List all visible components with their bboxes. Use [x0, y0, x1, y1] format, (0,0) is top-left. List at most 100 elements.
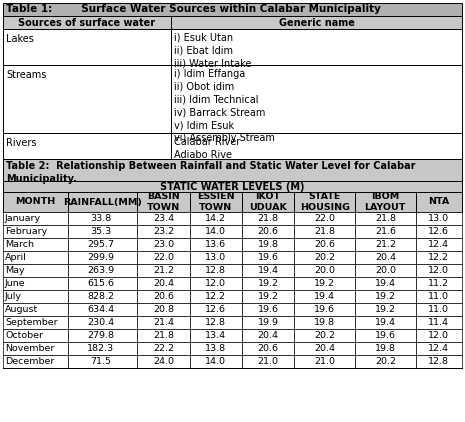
- Text: 22.0: 22.0: [314, 214, 335, 223]
- Text: 21.2: 21.2: [153, 266, 174, 275]
- Text: 20.8: 20.8: [153, 305, 174, 314]
- Text: Calabar River
Adiabo Rive: Calabar River Adiabo Rive: [174, 137, 240, 160]
- Bar: [68, 303, 137, 316]
- Bar: [171, 16, 462, 29]
- Text: December: December: [5, 357, 54, 366]
- Bar: [242, 277, 294, 290]
- Bar: [294, 264, 355, 277]
- Bar: [416, 342, 462, 355]
- Bar: [68, 264, 137, 277]
- Text: 13.0: 13.0: [205, 253, 226, 262]
- Text: 24.0: 24.0: [153, 357, 174, 366]
- Text: 21.2: 21.2: [375, 240, 396, 249]
- Text: 12.4: 12.4: [428, 240, 449, 249]
- Bar: [355, 212, 416, 225]
- Text: 279.8: 279.8: [87, 331, 114, 340]
- Bar: [68, 355, 137, 368]
- Text: 19.6: 19.6: [375, 331, 396, 340]
- Text: 19.8: 19.8: [314, 318, 335, 327]
- Text: 20.6: 20.6: [258, 227, 279, 236]
- Bar: [416, 329, 462, 342]
- Bar: [190, 277, 242, 290]
- Text: RAINFALL(MM): RAINFALL(MM): [63, 197, 142, 206]
- Bar: [190, 212, 242, 225]
- Bar: [137, 303, 190, 316]
- Text: 13.4: 13.4: [205, 331, 226, 340]
- Bar: [355, 192, 416, 212]
- Text: i) Esuk Utan
ii) Ebat Idim
iii) Water Intake: i) Esuk Utan ii) Ebat Idim iii) Water In…: [174, 33, 252, 69]
- Bar: [68, 225, 137, 238]
- Text: 21.0: 21.0: [314, 357, 335, 366]
- Text: 263.9: 263.9: [87, 266, 114, 275]
- Text: 634.4: 634.4: [87, 305, 114, 314]
- Text: 20.4: 20.4: [258, 331, 279, 340]
- Bar: [137, 212, 190, 225]
- Text: 33.8: 33.8: [90, 214, 112, 223]
- Text: 11.2: 11.2: [428, 279, 449, 288]
- Text: Table 2:  Relationship Between Rainfall and Static Water Level for Calabar
Munic: Table 2: Relationship Between Rainfall a…: [6, 161, 416, 184]
- Bar: [294, 342, 355, 355]
- Bar: [355, 316, 416, 329]
- Text: NTA: NTA: [428, 197, 450, 206]
- Bar: [171, 65, 462, 133]
- Text: 21.8: 21.8: [314, 227, 335, 236]
- Text: Table 1:        Surface Water Sources within Calabar Municipality: Table 1: Surface Water Sources within Ca…: [6, 5, 381, 14]
- Text: 23.4: 23.4: [153, 214, 174, 223]
- Bar: [137, 264, 190, 277]
- Bar: [190, 251, 242, 264]
- Bar: [137, 225, 190, 238]
- Bar: [137, 251, 190, 264]
- Bar: [355, 277, 416, 290]
- Bar: [355, 238, 416, 251]
- Bar: [3, 16, 171, 29]
- Bar: [68, 192, 137, 212]
- Text: Streams: Streams: [6, 70, 47, 80]
- Bar: [137, 355, 190, 368]
- Bar: [294, 303, 355, 316]
- Text: October: October: [5, 331, 43, 340]
- Text: June: June: [5, 279, 26, 288]
- Text: MONTH: MONTH: [15, 197, 56, 206]
- Bar: [3, 181, 462, 192]
- Text: 19.4: 19.4: [375, 279, 396, 288]
- Bar: [171, 29, 462, 65]
- Bar: [137, 192, 190, 212]
- Text: 19.2: 19.2: [314, 279, 335, 288]
- Bar: [3, 290, 68, 303]
- Bar: [242, 251, 294, 264]
- Text: 828.2: 828.2: [87, 292, 114, 301]
- Bar: [3, 133, 171, 159]
- Text: 13.8: 13.8: [205, 344, 226, 353]
- Text: ESSIEN
TOWN: ESSIEN TOWN: [197, 192, 235, 212]
- Bar: [355, 290, 416, 303]
- Text: 71.5: 71.5: [90, 357, 112, 366]
- Text: 14.0: 14.0: [206, 227, 226, 236]
- Text: 12.6: 12.6: [428, 227, 449, 236]
- Bar: [242, 212, 294, 225]
- Bar: [137, 329, 190, 342]
- Bar: [190, 329, 242, 342]
- Bar: [416, 192, 462, 212]
- Text: 19.2: 19.2: [375, 305, 396, 314]
- Bar: [68, 342, 137, 355]
- Text: 615.6: 615.6: [87, 279, 114, 288]
- Text: May: May: [5, 266, 25, 275]
- Text: 23.0: 23.0: [153, 240, 174, 249]
- Bar: [137, 316, 190, 329]
- Text: November: November: [5, 344, 54, 353]
- Bar: [3, 192, 68, 212]
- Text: 21.8: 21.8: [153, 331, 174, 340]
- Text: 21.4: 21.4: [153, 318, 174, 327]
- Text: 19.4: 19.4: [258, 266, 279, 275]
- Bar: [190, 316, 242, 329]
- Text: 11.0: 11.0: [428, 305, 449, 314]
- Bar: [190, 342, 242, 355]
- Bar: [416, 264, 462, 277]
- Bar: [242, 329, 294, 342]
- Text: Generic name: Generic name: [279, 17, 354, 27]
- Bar: [3, 3, 462, 16]
- Bar: [68, 251, 137, 264]
- Bar: [294, 290, 355, 303]
- Text: 20.4: 20.4: [153, 279, 174, 288]
- Bar: [137, 290, 190, 303]
